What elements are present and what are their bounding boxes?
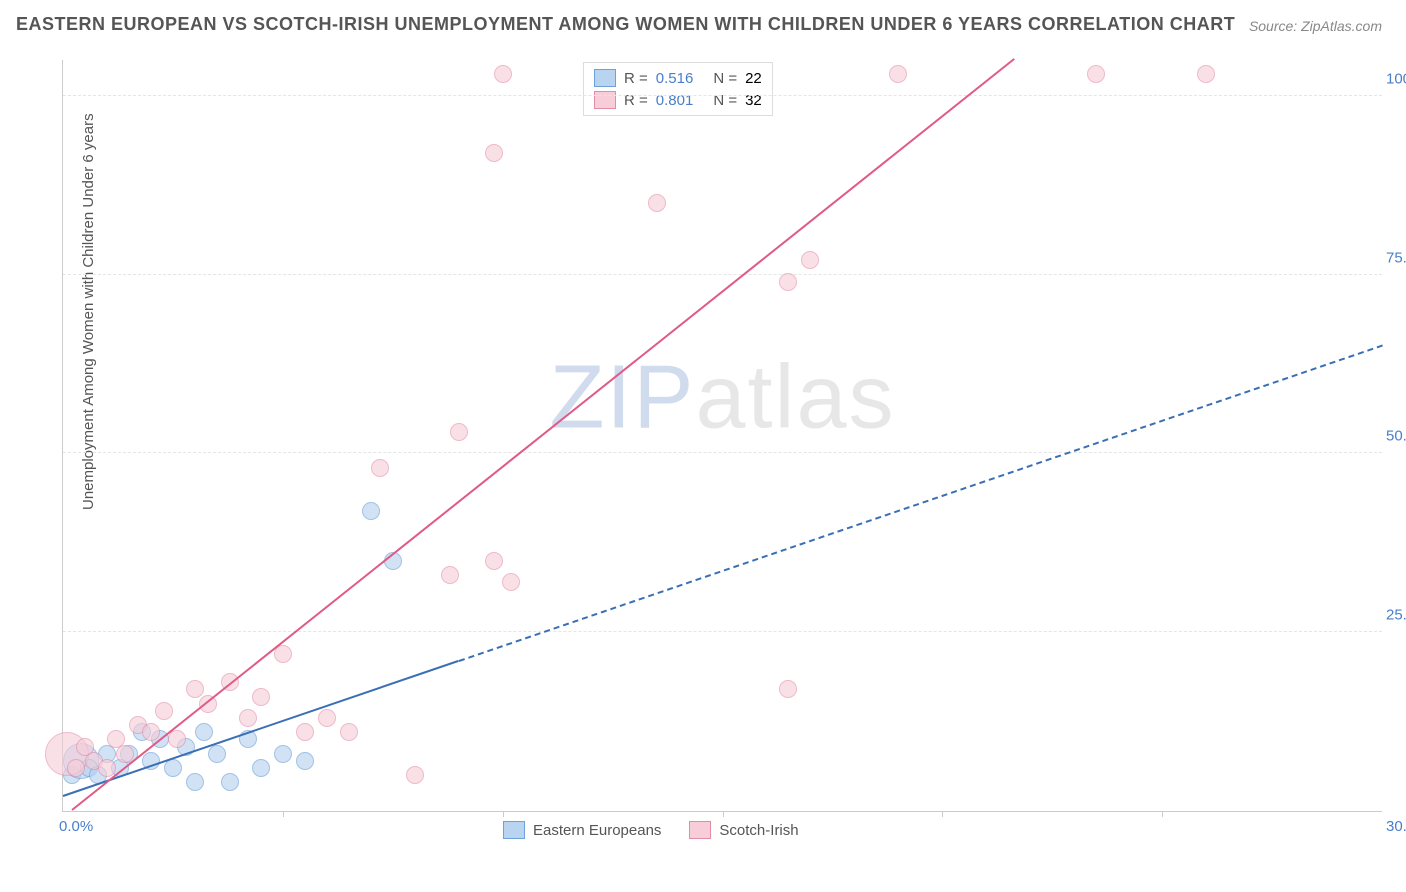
data-point bbox=[1197, 65, 1215, 83]
data-point bbox=[155, 702, 173, 720]
data-point bbox=[318, 709, 336, 727]
watermark-part2: atlas bbox=[695, 347, 895, 447]
trend-line bbox=[71, 58, 1014, 811]
data-point bbox=[441, 566, 459, 584]
legend-swatch-series2 bbox=[594, 91, 616, 109]
x-axis-tick-mark bbox=[1162, 811, 1163, 817]
source-attribution: Source: ZipAtlas.com bbox=[1249, 18, 1382, 34]
data-point bbox=[648, 194, 666, 212]
x-axis-tick-min: 0.0% bbox=[59, 818, 93, 835]
y-axis-tick: 75.0% bbox=[1386, 249, 1406, 266]
chart-container: Unemployment Among Women with Children U… bbox=[62, 60, 1382, 852]
data-point bbox=[186, 773, 204, 791]
data-point bbox=[164, 759, 182, 777]
x-axis-tick-mark bbox=[503, 811, 504, 817]
data-point bbox=[67, 759, 85, 777]
plot-area: ZIPatlas R = 0.516 N = 22 R = 0.801 N = … bbox=[62, 60, 1382, 812]
watermark-part1: ZIP bbox=[549, 347, 695, 447]
gridline bbox=[63, 274, 1382, 275]
data-point bbox=[889, 65, 907, 83]
gridline bbox=[63, 631, 1382, 632]
series-legend: Eastern Europeans Scotch-Irish bbox=[503, 821, 799, 839]
data-point bbox=[168, 730, 186, 748]
data-point bbox=[296, 723, 314, 741]
gridline bbox=[63, 95, 1382, 96]
y-axis-tick: 25.0% bbox=[1386, 607, 1406, 624]
data-point bbox=[239, 709, 257, 727]
legend-label-series2: Scotch-Irish bbox=[719, 822, 798, 839]
data-point bbox=[779, 680, 797, 698]
y-axis-tick: 50.0% bbox=[1386, 428, 1406, 445]
data-point bbox=[195, 723, 213, 741]
data-point bbox=[221, 773, 239, 791]
data-point bbox=[274, 745, 292, 763]
data-point bbox=[186, 680, 204, 698]
x-axis-tick-mark bbox=[942, 811, 943, 817]
data-point bbox=[142, 723, 160, 741]
x-axis-tick-max: 30.0% bbox=[1386, 818, 1406, 835]
watermark: ZIPatlas bbox=[549, 346, 895, 449]
data-point bbox=[779, 273, 797, 291]
legend-row-series2: R = 0.801 N = 32 bbox=[594, 89, 762, 111]
legend-label-series1: Eastern Europeans bbox=[533, 822, 661, 839]
n-label: N = bbox=[713, 70, 737, 87]
data-point bbox=[252, 759, 270, 777]
r-label: R = bbox=[624, 70, 648, 87]
legend-row-series1: R = 0.516 N = 22 bbox=[594, 67, 762, 89]
data-point bbox=[485, 144, 503, 162]
legend-swatch-series1 bbox=[594, 69, 616, 87]
gridline bbox=[63, 452, 1382, 453]
data-point bbox=[450, 423, 468, 441]
data-point bbox=[296, 752, 314, 770]
legend-swatch-icon bbox=[689, 821, 711, 839]
legend-item-series2: Scotch-Irish bbox=[689, 821, 798, 839]
x-axis-tick-mark bbox=[283, 811, 284, 817]
data-point bbox=[494, 65, 512, 83]
data-point bbox=[252, 688, 270, 706]
chart-title: EASTERN EUROPEAN VS SCOTCH-IRISH UNEMPLO… bbox=[16, 14, 1235, 35]
legend-item-series1: Eastern Europeans bbox=[503, 821, 661, 839]
data-point bbox=[208, 745, 226, 763]
y-axis-tick: 100.0% bbox=[1386, 70, 1406, 87]
legend-swatch-icon bbox=[503, 821, 525, 839]
correlation-legend: R = 0.516 N = 22 R = 0.801 N = 32 bbox=[583, 62, 773, 116]
data-point bbox=[371, 459, 389, 477]
data-point bbox=[340, 723, 358, 741]
data-point bbox=[406, 766, 424, 784]
n-value-series1: 22 bbox=[745, 70, 762, 87]
data-point bbox=[1087, 65, 1105, 83]
data-point bbox=[485, 552, 503, 570]
data-point bbox=[362, 502, 380, 520]
x-axis-tick-mark bbox=[723, 811, 724, 817]
data-point bbox=[502, 573, 520, 591]
r-value-series1: 0.516 bbox=[656, 70, 694, 87]
data-point bbox=[801, 251, 819, 269]
